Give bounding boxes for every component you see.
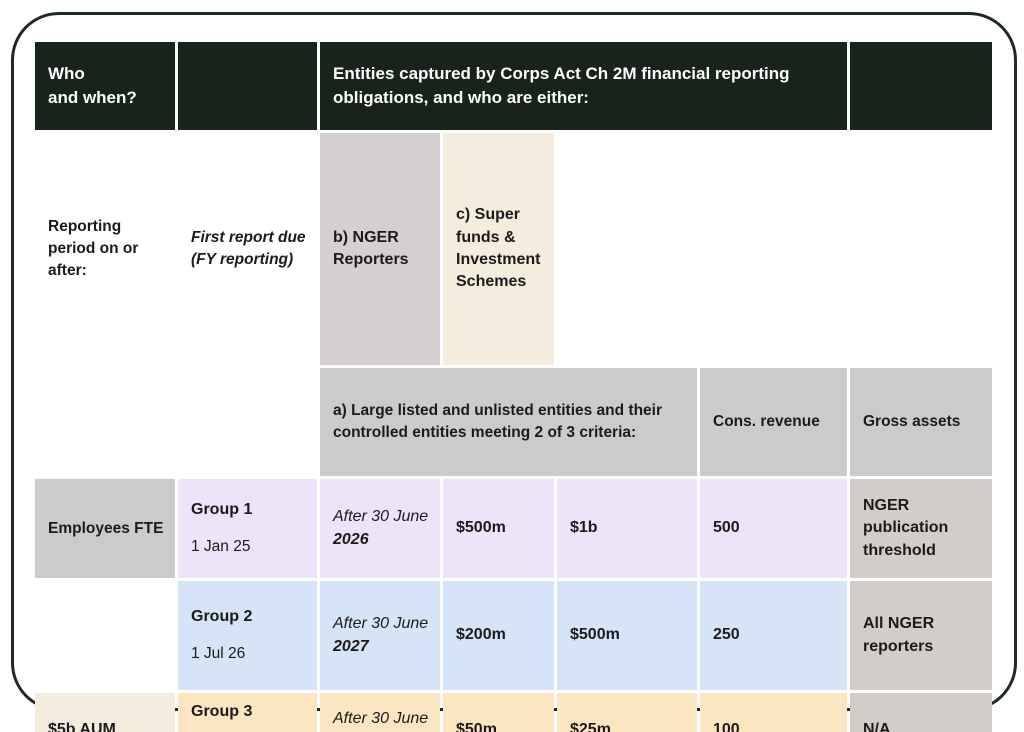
group1-due-prefix: After 30 June <box>333 508 429 526</box>
group3-cons-revenue: $50m <box>443 693 554 732</box>
subheader-reporting-period: Reporting period on or after: <box>35 133 175 365</box>
group3-nger: N/A <box>850 693 992 732</box>
group3-gross-assets: $25m <box>557 693 697 732</box>
group3-due-prefix: After 30 June <box>333 709 429 727</box>
group3-due-cell: After 30 June 2028 <box>320 693 440 732</box>
group2-nger: All NGER reporters <box>850 581 992 690</box>
group2-due-cell: After 30 June 2027 <box>320 581 440 690</box>
group1-due-cell: After 30 June 2026 <box>320 479 440 578</box>
subheader-first-report-due: First report due (FY reporting) <box>178 133 317 365</box>
group1-name: Group 1 <box>191 501 253 519</box>
reporting-groups-table: Who and when? Entities captured by Corps… <box>35 42 992 732</box>
group2-period-start: 1 Jul 26 <box>191 644 246 662</box>
header-spacer-cell-right <box>850 42 992 130</box>
column-header-cons-revenue: Cons. revenue <box>700 368 847 476</box>
group1-period-start: 1 Jan 25 <box>191 537 251 555</box>
group1-super-funds <box>35 581 175 690</box>
group3-label-cell: Group 3 1 Jul 27 <box>178 693 317 732</box>
header-spacer-cell <box>178 42 317 130</box>
group1-cons-revenue: $500m <box>443 479 554 578</box>
group2-label-cell: Group 2 1 Jul 26 <box>178 581 317 690</box>
group2-super-funds: $5b AUM <box>35 693 175 732</box>
group3-name: Group 3 <box>191 703 253 720</box>
group2-employees-fte: 250 <box>700 581 847 690</box>
group2-gross-assets: $500m <box>557 581 697 690</box>
group1-due-year: 2026 <box>333 530 369 548</box>
subheader-section-c-super: c) Super funds & Investment Schemes <box>443 133 554 365</box>
subheader-section-b-nger: b) NGER Reporters <box>320 133 440 365</box>
column-header-gross-assets: Gross assets <box>850 368 992 476</box>
header-who-and-when: Who and when? <box>35 42 175 130</box>
group2-due-year: 2027 <box>333 637 369 655</box>
group1-label-cell: Group 1 1 Jan 25 <box>178 479 317 578</box>
group3-employees-fte: 100 <box>700 693 847 732</box>
header-entities-captured: Entities captured by Corps Act Ch 2M fin… <box>320 42 847 130</box>
group1-gross-assets: $1b <box>557 479 697 578</box>
subheader-section-a: a) Large listed and unlisted entities an… <box>320 368 697 476</box>
group1-nger: NGER publication threshold <box>850 479 992 578</box>
column-header-employees-fte: Employees FTE <box>35 479 175 578</box>
group2-cons-revenue: $200m <box>443 581 554 690</box>
group1-employees-fte: 500 <box>700 479 847 578</box>
group2-name: Group 2 <box>191 608 253 626</box>
group2-due-prefix: After 30 June <box>333 615 429 633</box>
